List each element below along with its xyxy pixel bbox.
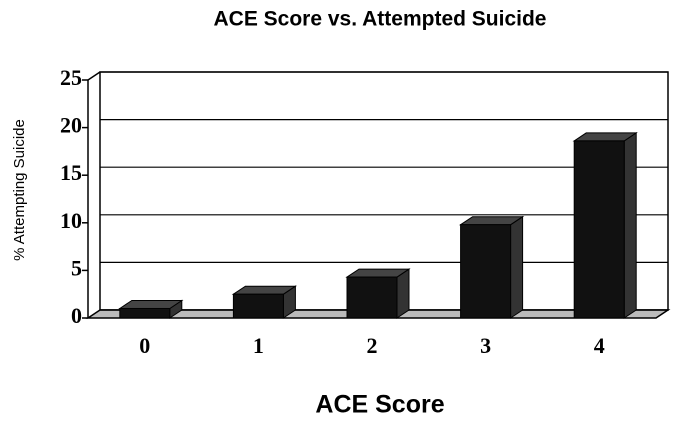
y-axis-title: % Attempting Suicide: [11, 119, 28, 261]
bar-side: [623, 131, 637, 319]
bar-top: [118, 299, 184, 309]
y-tick-label: 10: [60, 208, 82, 233]
bar: [346, 276, 398, 319]
y-axis-depth: [87, 71, 101, 81]
x-tick-label: 2: [367, 333, 378, 358]
chart-title: ACE Score vs. Attempted Suicide: [214, 8, 547, 31]
bar-top: [231, 285, 298, 295]
bar-top: [572, 132, 638, 142]
x-tick-label: 3: [480, 333, 491, 358]
y-tick-label: 5: [71, 255, 82, 280]
x-tick-label: 0: [139, 333, 150, 358]
bar: [232, 293, 284, 319]
x-tick-label: 1: [253, 333, 264, 358]
bar-top: [458, 216, 525, 226]
bar-top: [345, 268, 411, 278]
bar-side: [510, 215, 524, 319]
y-tick-label: 15: [60, 160, 82, 185]
x-axis-title: ACE Score: [315, 391, 444, 419]
y-tick-label: 0: [71, 303, 82, 328]
bar: [573, 140, 625, 319]
y-tick-label: 20: [60, 113, 82, 138]
bar: [460, 224, 512, 319]
y-tick-label: 25: [60, 65, 82, 90]
x-tick-label: 4: [594, 333, 605, 358]
bar: [119, 307, 171, 319]
